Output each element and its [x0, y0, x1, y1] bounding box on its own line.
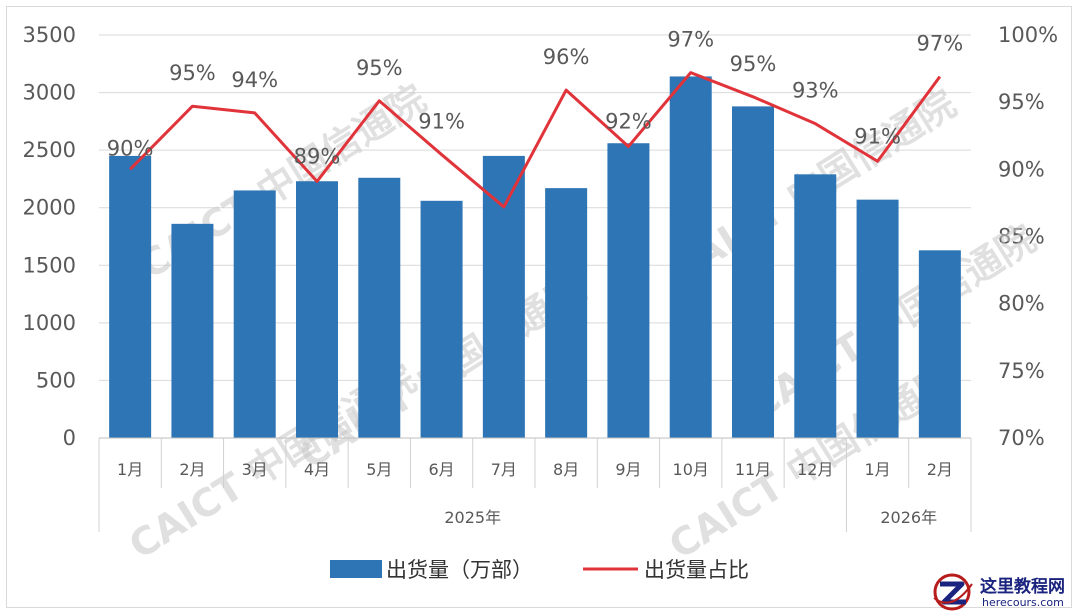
x-category-label: 7月	[491, 460, 517, 479]
site-logo: 这里教程网 herecours.com	[928, 570, 1078, 614]
bar	[732, 106, 774, 438]
x-category-label: 8月	[553, 460, 579, 479]
bar	[296, 181, 338, 438]
y-left-tick-label: 3000	[23, 81, 76, 105]
x-category-label: 10月	[673, 460, 709, 479]
y-right-tick-label: 100%	[998, 23, 1058, 47]
line-data-label: 95%	[356, 56, 403, 80]
y-right-tick-label: 95%	[998, 90, 1045, 114]
x-category-label: 3月	[242, 460, 268, 479]
y-left-tick-label: 2000	[23, 196, 76, 220]
line-data-label: 93%	[792, 79, 839, 103]
line-data-label: 97%	[667, 28, 714, 52]
x-category-label: 9月	[615, 460, 641, 479]
logo-title: 这里教程网	[980, 577, 1065, 597]
y-right-tick-label: 70%	[998, 426, 1045, 450]
y-right-tick-label: 80%	[998, 292, 1045, 316]
y-left-tick-label: 2500	[23, 138, 76, 162]
bar	[482, 155, 525, 438]
bar	[233, 190, 276, 438]
logo-url: herecours.com	[982, 596, 1064, 609]
legend-swatch-bars	[330, 560, 382, 578]
x-category-label: 5月	[366, 460, 392, 479]
bar	[358, 177, 401, 438]
line-data-label: 96%	[543, 45, 590, 69]
y-right-tick-label: 75%	[998, 359, 1045, 383]
line-data-label: 91%	[854, 124, 901, 148]
x-category-label: 2月	[179, 460, 205, 479]
line-data-label: 92%	[605, 109, 652, 133]
line-data-label: 97%	[917, 32, 964, 56]
x-group-label: 2026年	[880, 508, 937, 527]
legend-label-bars: 出货量（万部）	[386, 558, 533, 582]
x-category-label: 1月	[864, 460, 890, 479]
y-right-tick-label: 85%	[998, 225, 1045, 249]
x-category-label: 6月	[428, 460, 454, 479]
x-category-label: 11月	[735, 460, 771, 479]
bar	[918, 250, 961, 438]
x-category-label: 12月	[797, 460, 833, 479]
line-data-label: 90%	[107, 136, 154, 160]
y-left-tick-label: 0	[63, 426, 76, 450]
bar	[607, 143, 650, 438]
x-category-label: 4月	[304, 460, 330, 479]
bar	[171, 223, 214, 438]
logo-mark-icon	[933, 573, 973, 611]
y-left-tick-label: 3500	[23, 23, 76, 47]
bar	[545, 188, 588, 438]
y-right-tick-label: 90%	[998, 157, 1045, 181]
y-left-tick-label: 1500	[23, 253, 76, 277]
bar	[856, 199, 899, 438]
bar	[669, 76, 712, 439]
line-data-label: 94%	[231, 68, 278, 92]
line-data-label: 89%	[294, 144, 341, 168]
y-left-tick-label: 500	[36, 368, 76, 392]
share-line	[129, 71, 942, 209]
line-data-label: 95%	[169, 61, 216, 85]
legend-label-line: 出货量占比	[644, 558, 749, 582]
bar	[794, 174, 837, 438]
x-group-label: 2025年	[444, 508, 501, 527]
x-category-label: 2月	[927, 460, 953, 479]
y-left-tick-label: 1000	[23, 311, 76, 335]
line-data-label: 95%	[730, 52, 777, 76]
x-category-label: 1月	[117, 460, 143, 479]
bar	[420, 200, 463, 438]
line-data-label: 91%	[418, 110, 465, 134]
bar	[109, 155, 152, 438]
